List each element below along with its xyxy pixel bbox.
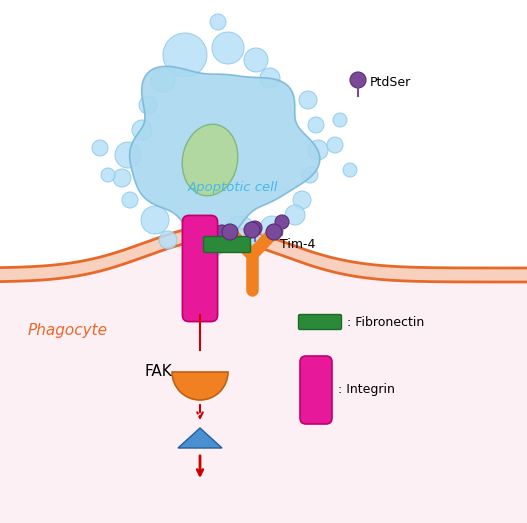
- FancyBboxPatch shape: [300, 356, 332, 424]
- Circle shape: [285, 205, 305, 225]
- Circle shape: [115, 142, 141, 168]
- Ellipse shape: [182, 124, 238, 196]
- FancyBboxPatch shape: [182, 215, 218, 322]
- Text: Apoptotic cell: Apoptotic cell: [188, 181, 278, 195]
- Circle shape: [132, 120, 152, 140]
- Text: PtdSer: PtdSer: [370, 75, 411, 88]
- Circle shape: [246, 236, 264, 254]
- Polygon shape: [178, 428, 222, 448]
- Circle shape: [159, 231, 177, 249]
- Circle shape: [244, 48, 268, 72]
- Polygon shape: [0, 240, 527, 523]
- Circle shape: [275, 215, 289, 229]
- Circle shape: [308, 140, 328, 160]
- FancyBboxPatch shape: [298, 314, 341, 329]
- Circle shape: [113, 169, 131, 187]
- Circle shape: [293, 191, 311, 209]
- Circle shape: [122, 192, 138, 208]
- Circle shape: [248, 221, 262, 235]
- Circle shape: [260, 68, 280, 88]
- Circle shape: [266, 224, 282, 240]
- Text: : Integrin: : Integrin: [338, 383, 395, 396]
- Circle shape: [215, 225, 229, 239]
- Circle shape: [244, 222, 260, 238]
- Circle shape: [141, 206, 169, 234]
- Circle shape: [210, 14, 226, 30]
- Text: Phagocyte: Phagocyte: [28, 323, 108, 337]
- Circle shape: [207, 240, 223, 256]
- Circle shape: [92, 140, 108, 156]
- Circle shape: [333, 113, 347, 127]
- Circle shape: [212, 32, 244, 64]
- Polygon shape: [130, 66, 320, 245]
- Circle shape: [327, 137, 343, 153]
- Polygon shape: [0, 226, 527, 282]
- Circle shape: [222, 224, 238, 240]
- Circle shape: [299, 91, 317, 109]
- Wedge shape: [172, 372, 228, 400]
- Circle shape: [163, 33, 207, 77]
- Circle shape: [139, 96, 157, 114]
- Circle shape: [350, 72, 366, 88]
- Circle shape: [182, 220, 202, 240]
- Text: Tim-4: Tim-4: [280, 237, 315, 251]
- Circle shape: [224, 216, 256, 248]
- Circle shape: [260, 216, 284, 240]
- Circle shape: [185, 219, 199, 233]
- Circle shape: [308, 117, 324, 133]
- Circle shape: [302, 167, 318, 183]
- FancyBboxPatch shape: [203, 236, 250, 253]
- Circle shape: [151, 68, 175, 92]
- Text: FAK: FAK: [145, 365, 173, 380]
- Text: : Fibronectin: : Fibronectin: [347, 316, 424, 329]
- Circle shape: [343, 163, 357, 177]
- Circle shape: [101, 168, 115, 182]
